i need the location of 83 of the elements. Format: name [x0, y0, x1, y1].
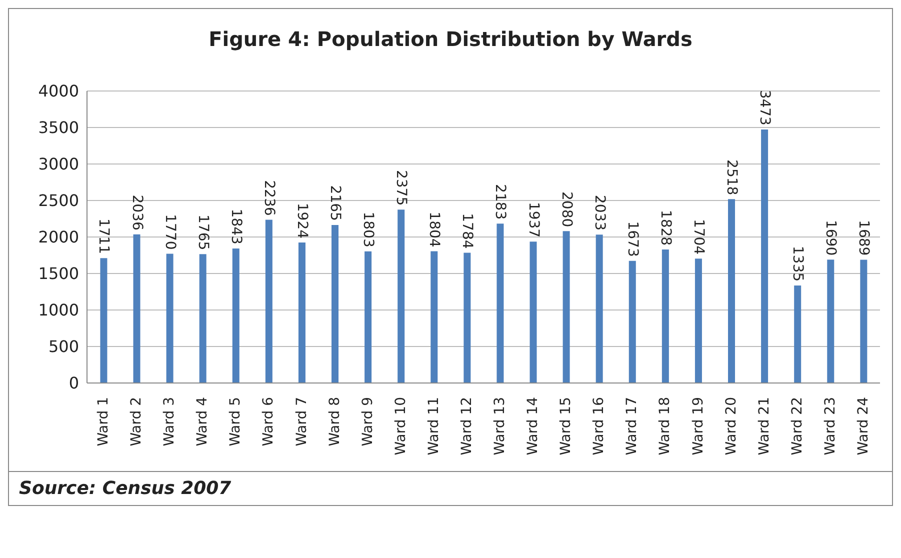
data-label: 1711 — [96, 218, 112, 254]
data-label: 1770 — [162, 214, 178, 250]
data-label: 1673 — [624, 221, 640, 257]
x-tick-label: Ward 5 — [228, 397, 244, 446]
data-label: 2080 — [558, 192, 574, 228]
y-tick-label: 0 — [68, 374, 79, 393]
data-label: 2036 — [128, 194, 145, 230]
bar — [496, 224, 504, 383]
x-tick-label: Ward 21 — [756, 397, 772, 456]
x-tick-label: Ward 14 — [525, 396, 542, 456]
x-tick-label: Ward 20 — [723, 397, 740, 456]
data-label: 1828 — [657, 210, 674, 246]
bar — [827, 260, 834, 383]
data-label: 1843 — [228, 208, 244, 244]
x-tick-label: Ward 7 — [294, 397, 310, 446]
data-label: 1937 — [525, 202, 542, 238]
data-label: 2375 — [393, 170, 410, 206]
bar — [860, 260, 868, 383]
data-label: 1924 — [294, 202, 310, 239]
bar — [694, 258, 702, 383]
x-tick-label: Ward 2 — [128, 397, 145, 446]
x-tick-label: Ward 6 — [260, 396, 277, 446]
data-label: 2183 — [492, 184, 508, 220]
bar — [794, 286, 802, 383]
bar — [332, 224, 339, 383]
data-label: 1690 — [822, 220, 839, 256]
data-label: 2165 — [327, 185, 344, 221]
data-label: 1803 — [360, 212, 376, 248]
bar — [133, 234, 140, 383]
bar — [662, 250, 669, 383]
x-tick-label: Ward 16 — [591, 396, 608, 456]
bar — [628, 260, 636, 383]
data-label: 1784 — [459, 213, 476, 249]
bar — [562, 231, 570, 383]
chart-title: Figure 4: Population Distribution by Wards — [208, 27, 694, 51]
bar — [761, 129, 768, 383]
y-tick-label: 3000 — [38, 154, 79, 174]
data-label: 1335 — [790, 246, 806, 282]
bar — [728, 199, 736, 383]
bar — [199, 254, 206, 383]
bar — [398, 210, 405, 383]
bar — [166, 254, 174, 383]
x-tick-label: Ward 22 — [789, 397, 806, 456]
data-label: 2518 — [724, 160, 740, 196]
data-label: 3473 — [756, 90, 773, 126]
x-tick-label: Ward 15 — [558, 397, 574, 456]
y-tick-label: 2000 — [38, 228, 79, 247]
x-tick-label: Ward 18 — [657, 397, 674, 456]
x-tick-label: Ward 11 — [426, 397, 442, 456]
data-label: 1704 — [690, 218, 706, 255]
source-note: Source: Census 2007 — [9, 471, 892, 505]
bar — [364, 251, 372, 383]
y-tick-label: 500 — [48, 337, 79, 356]
bar — [430, 251, 438, 383]
x-tick-label: Ward 19 — [690, 397, 706, 456]
x-tick-label: Ward 17 — [624, 397, 640, 456]
bar — [596, 234, 603, 383]
y-tick-label: 1500 — [38, 264, 79, 284]
data-label: 1689 — [856, 220, 872, 256]
data-label: 2236 — [260, 180, 277, 216]
y-tick-label: 4000 — [38, 82, 79, 101]
bar — [530, 242, 537, 383]
y-tick-label: 2500 — [38, 191, 79, 210]
x-tick-label: Ward 13 — [492, 397, 508, 456]
x-tick-label: Ward 8 — [326, 397, 343, 446]
bar — [298, 242, 306, 383]
x-tick-label: Ward 4 — [194, 396, 211, 446]
bar — [265, 220, 272, 383]
x-tick-label: Ward 3 — [162, 397, 178, 446]
bar — [100, 258, 108, 383]
x-tick-label: Ward 1 — [96, 397, 112, 446]
x-tick-label: Ward 24 — [855, 396, 872, 456]
x-tick-label: Ward 23 — [822, 397, 838, 456]
bar — [232, 248, 240, 383]
x-tick-label: Ward 12 — [458, 397, 475, 456]
y-tick-label: 3500 — [38, 118, 79, 138]
x-tick-label: Ward 10 — [392, 397, 409, 456]
bar — [464, 252, 471, 383]
data-label: 2033 — [591, 194, 608, 231]
x-tick-label: Ward 9 — [360, 397, 376, 446]
y-tick-label: 1000 — [38, 300, 79, 320]
data-label: 1765 — [194, 214, 211, 250]
data-label: 1804 — [426, 212, 442, 248]
